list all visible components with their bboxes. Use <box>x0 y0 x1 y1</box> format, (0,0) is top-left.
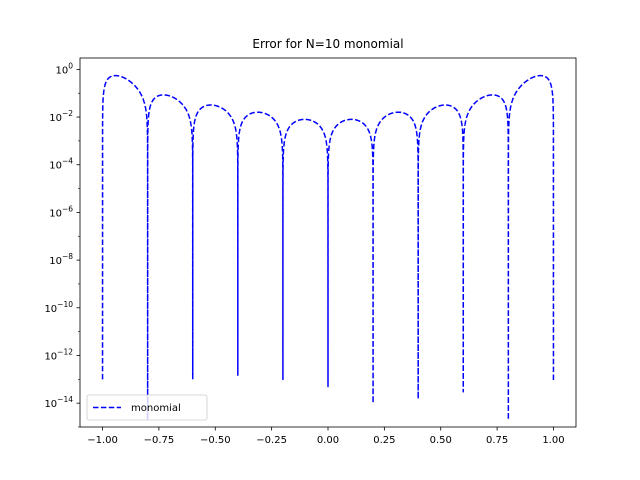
y-axis: 10−14 10−12 10−10 10−8 10−6 10−4 10−2 100 <box>44 61 80 428</box>
x-tick-label: 0.50 <box>430 435 452 446</box>
y-tick-label: 10−10 <box>44 300 73 315</box>
y-tick-label: 10−6 <box>49 204 73 219</box>
y-tick-label: 10−2 <box>49 109 73 124</box>
y-tick-label: 10−12 <box>44 347 73 362</box>
plot-area <box>101 74 555 421</box>
x-tick-label: 0.75 <box>486 435 508 446</box>
x-tick-label: 0.25 <box>373 435 395 446</box>
x-axis: −1.00 −0.75 −0.50 −0.25 0.00 0.25 0.50 0.75 1.00 <box>87 427 565 446</box>
legend-box <box>86 394 208 421</box>
y-tick-label: 10−14 <box>44 395 73 410</box>
legend-label: monomial <box>131 403 181 414</box>
x-tick-label: −0.25 <box>256 435 287 446</box>
legend: monomial <box>86 394 208 421</box>
y-tick-label: 100 <box>55 61 73 76</box>
x-tick-label: −0.75 <box>144 435 175 446</box>
y-tick-label: 10−8 <box>49 252 73 267</box>
x-tick-label: 1.00 <box>542 435 564 446</box>
x-tick-label: −0.50 <box>200 435 231 446</box>
x-tick-label: −1.00 <box>87 435 118 446</box>
x-tick-label: 0.00 <box>317 435 339 446</box>
chart-title: Error for N=10 monomial <box>252 37 403 51</box>
series-line-monomial <box>101 74 555 421</box>
y-tick-label: 10−4 <box>49 157 73 172</box>
